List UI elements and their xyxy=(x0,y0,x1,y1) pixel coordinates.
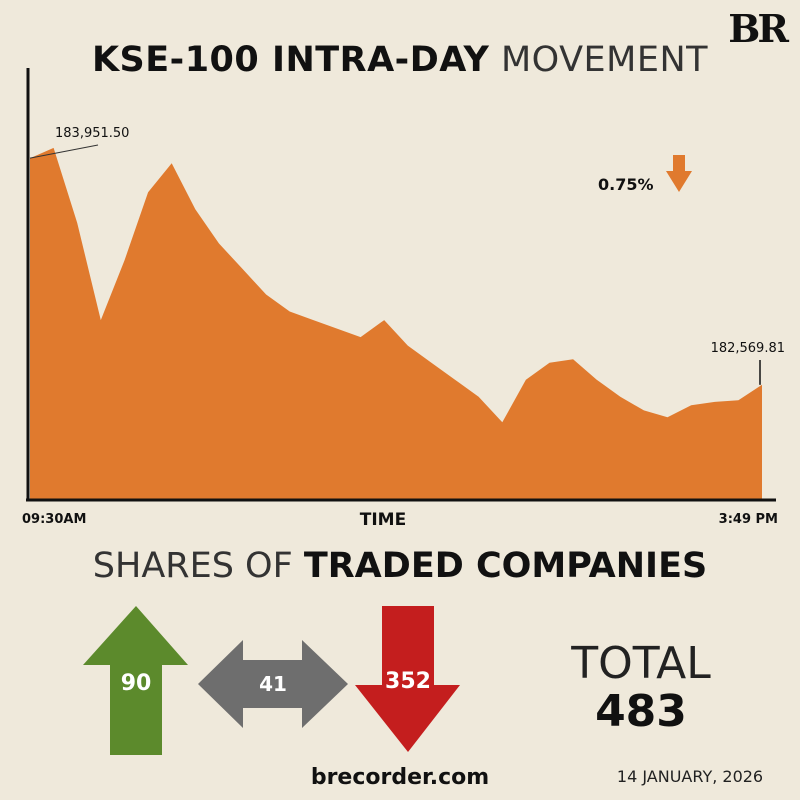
total-count: 483 xyxy=(595,686,687,737)
shares-title: SHARES OF TRADED COMPANIES xyxy=(0,546,800,586)
shares-title-bold: TRADED COMPANIES xyxy=(303,546,708,586)
down-arrow-icon xyxy=(355,606,460,752)
site-link[interactable]: brecorder.com xyxy=(310,765,490,790)
title-light: MOVEMENT xyxy=(500,40,709,80)
change-percent-label: 0.75% xyxy=(598,175,654,194)
chart-title: KSE-100 INTRA-DAY MOVEMENT xyxy=(0,40,800,80)
unchanged-count: 41 xyxy=(259,672,287,696)
down-arrow-icon xyxy=(666,155,692,192)
start-value-leader xyxy=(29,144,99,159)
publish-date: 14 JANUARY, 2026 xyxy=(616,767,764,786)
advancers-count: 90 xyxy=(121,671,152,696)
end-value-label: 182,569.81 xyxy=(711,341,785,356)
decliners-count: 352 xyxy=(385,669,431,694)
unchanged-arrow-icon xyxy=(198,640,348,728)
shares-title-light: SHARES OF xyxy=(92,546,293,586)
start-value-label: 183,951.50 xyxy=(55,126,129,141)
up-arrow-icon xyxy=(83,606,188,755)
x-end-tick-label: 3:49 PM xyxy=(719,512,778,527)
x-start-tick-label: 09:30AM xyxy=(22,512,86,527)
total-label: TOTAL xyxy=(571,638,711,689)
index-area-series xyxy=(30,147,762,499)
x-axis-title: TIME xyxy=(360,510,406,530)
title-bold: KSE-100 INTRA-DAY xyxy=(91,40,490,80)
intraday-area-chart: 183,951.50 182,569.81 0.75% 09:30AM 3:49… xyxy=(22,68,785,530)
brand-logo: BR xyxy=(728,6,789,51)
